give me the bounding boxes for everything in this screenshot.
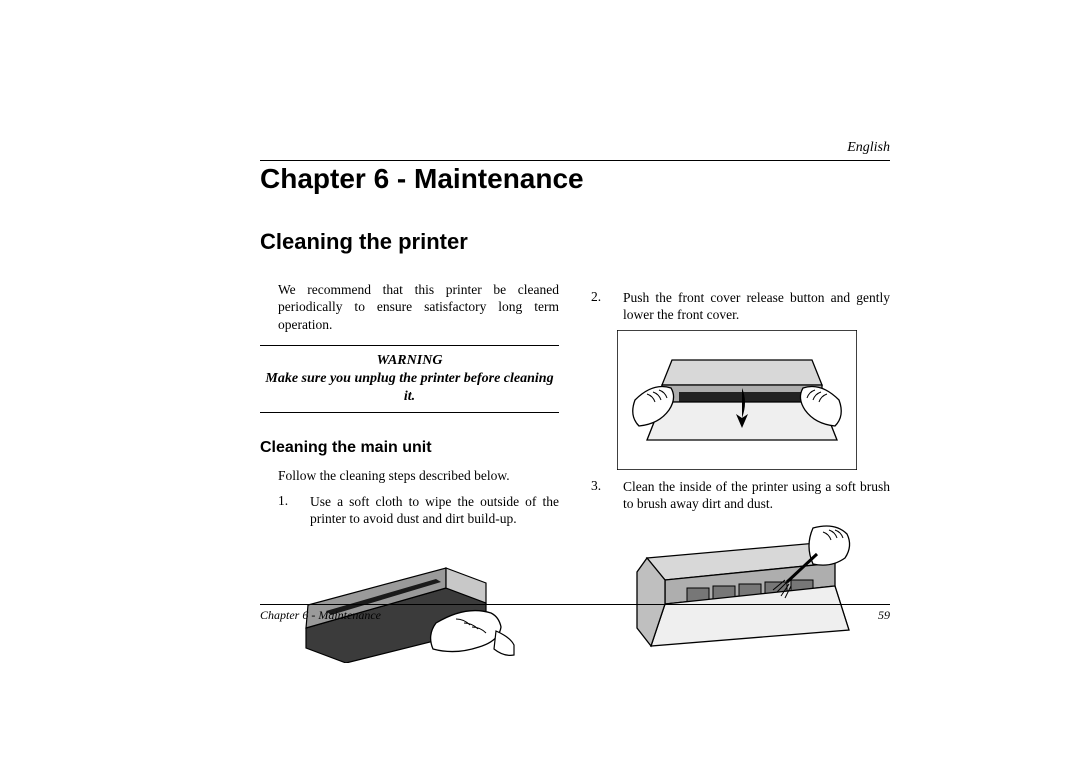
step-2-text: Push the front cover release button and … <box>623 289 890 324</box>
top-rule <box>260 160 890 161</box>
steps-right-2: Clean the inside of the printer using a … <box>591 478 890 513</box>
figure-wipe-outside <box>286 533 559 663</box>
step-2: Push the front cover release button and … <box>591 289 890 324</box>
warning-heading: WARNING <box>260 352 559 370</box>
follow-text: Follow the cleaning steps described belo… <box>278 467 559 484</box>
footer-page-number: 59 <box>878 608 890 623</box>
section-title: Cleaning the printer <box>260 229 890 255</box>
footer-chapter: Chapter 6 - Maintenance <box>260 608 381 623</box>
steps-right-1: Push the front cover release button and … <box>591 289 890 324</box>
subsection-heading: Cleaning the main unit <box>260 439 559 457</box>
step-1-text: Use a soft cloth to wipe the outside of … <box>310 493 559 528</box>
page: English Chapter 6 - Maintenance Cleaning… <box>0 0 1080 763</box>
step-1: Use a soft cloth to wipe the outside of … <box>278 493 559 528</box>
warning-text: Make sure you unplug the printer before … <box>260 370 559 406</box>
warning-box: WARNING Make sure you unplug the printer… <box>260 345 559 414</box>
page-footer: Chapter 6 - Maintenance 59 <box>260 604 890 623</box>
steps-left: Use a soft cloth to wipe the outside of … <box>278 493 559 528</box>
chapter-title: Chapter 6 - Maintenance <box>260 163 890 195</box>
figure-brush-inside <box>617 518 890 658</box>
step-3-text: Clean the inside of the printer using a … <box>623 478 890 513</box>
step-3: Clean the inside of the printer using a … <box>591 478 890 513</box>
figure-open-cover <box>617 330 890 470</box>
language-label: English <box>260 140 890 156</box>
intro-paragraph: We recommend that this printer be cleane… <box>278 281 559 333</box>
